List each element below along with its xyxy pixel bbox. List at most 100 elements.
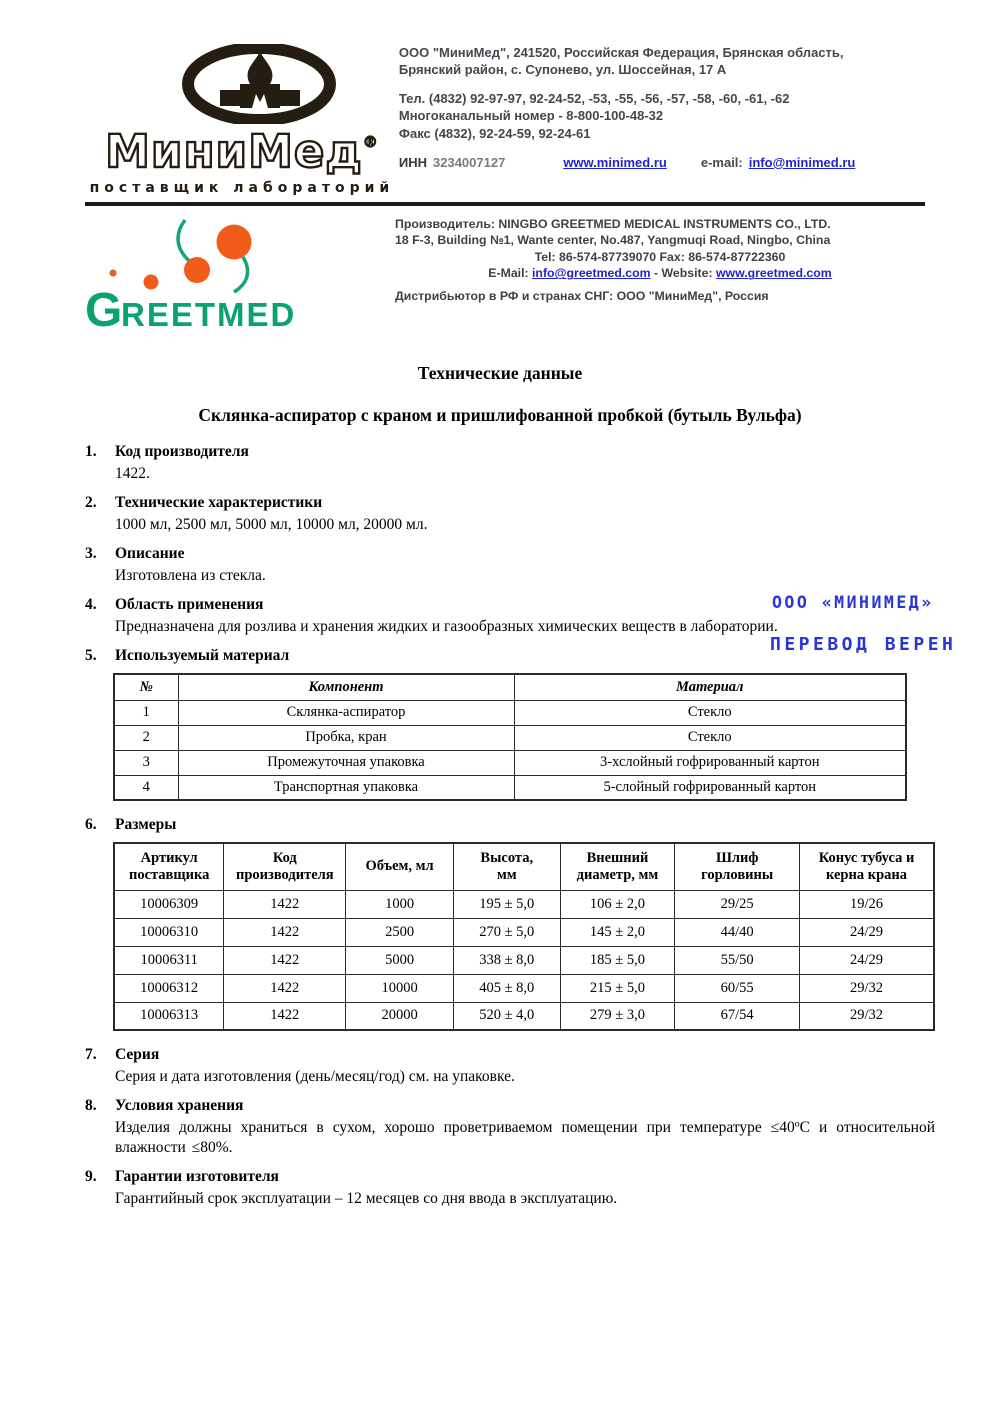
table-cell: 60/55 (674, 973, 801, 1003)
dimensions-table: Артикул поставщика Код производителя Объ… (113, 842, 935, 1031)
table-cell: 1422 (223, 973, 347, 1003)
table-cell: 24/29 (799, 945, 935, 975)
table-cell: 29/32 (799, 973, 935, 1003)
minimed-website-link[interactable]: www.minimed.ru (563, 154, 667, 170)
table-cell: 270 ± 5,0 (452, 917, 561, 947)
section-number: 4. (85, 596, 97, 613)
section-heading: Условия хранения (115, 1097, 244, 1114)
section-body: Предназначена для розлива и хранения жид… (115, 618, 778, 635)
table-cell: 1 (113, 699, 179, 726)
section-number: 3. (85, 545, 97, 562)
section-body: Серия и дата изготовления (день/месяц/го… (115, 1068, 515, 1085)
table-cell: 405 ± 8,0 (452, 973, 561, 1003)
table-cell: 10006310 (113, 917, 225, 947)
producer-phones: Tel: 86-574-87739070 Fax: 86-574-8772236… (534, 249, 786, 264)
table-row: 2 Пробка, кран Стекло (113, 724, 907, 751)
table-cell: 5-слойный гофрированный картон (513, 774, 907, 801)
table-cell: 3-хслойный гофрированный картон (513, 749, 907, 776)
section-heading: Используемый материал (115, 647, 290, 664)
greetmed-logo: G REETMED (85, 212, 375, 337)
table-row: 10006310 1422 2500 270 ± 5,0 145 ± 2,0 44/40 2… (113, 917, 935, 947)
greetmed-website-link[interactable]: www.greetmed.com (715, 266, 832, 281)
table-cell: 44/40 (674, 917, 801, 947)
table-row: 10006311 1422 5000 338 ± 8,0 185 ± 5,0 55/50 2… (113, 945, 935, 975)
table-cell: 10006309 (113, 889, 225, 919)
section-heading: Размеры (115, 816, 177, 833)
minimed-candle-icon (120, 42, 399, 129)
table-row: 10006309 1422 1000 195 ± 5,0 106 ± 2,0 29/25 1… (113, 889, 935, 919)
column-header: Артикул поставщика (113, 842, 225, 891)
table-cell: 4 (113, 774, 179, 801)
section-heading: Область применения (115, 596, 264, 613)
table-cell: Промежуточная упаковка (177, 749, 515, 776)
column-header: Высота, мм (452, 842, 561, 891)
section-dimensions: 6. Размеры Артикул поставщика Код произво… (85, 815, 935, 1031)
minimed-tagline: поставщик лабораторий (89, 180, 395, 196)
contact-fax: Факс (4832), 92-24-59, 92-24-61 (398, 125, 591, 141)
contact-phone1: Тел. (4832) 92-97-97, 92-24-52, -53, -55… (398, 91, 790, 107)
section-number: 2. (85, 494, 97, 511)
table-cell: 1422 (223, 917, 347, 947)
svg-text:G: G (85, 284, 123, 332)
table-cell: Стекло (513, 724, 907, 751)
column-header: Материал (513, 673, 907, 701)
table-cell: 3 (113, 749, 179, 776)
contact-address-line2: Брянский район, с. Супонево, ул. Шоссейн… (398, 62, 727, 78)
materials-table: № Компонент Материал 1 Склянка-аспиратор С… (113, 673, 907, 801)
table-cell: Пробка, кран (177, 724, 515, 751)
column-header: Шлиф горловины (674, 842, 801, 891)
section-body: 1422. (115, 465, 150, 482)
stamp-translation-valid: ПЕРЕВОД ВЕРЕН (770, 634, 957, 655)
inn-label: ИНН (398, 154, 427, 170)
column-header: Конус тубуса и керна крана (799, 842, 935, 891)
page-title: Технические данные (417, 363, 583, 383)
table-cell: 195 ± 5,0 (452, 889, 561, 919)
minimed-email-link[interactable]: info@minimed.ru (748, 154, 856, 170)
greetmed-email-link[interactable]: info@greetmed.com (532, 266, 651, 281)
inn-value: 3234007127 (433, 154, 506, 170)
table-cell: 29/32 (799, 1001, 935, 1031)
table-row: 10006312 1422 10000 405 ± 8,0 215 ± 5,0 60/55… (113, 973, 935, 1003)
table-cell: 2 (113, 724, 179, 751)
table-row: 4 Транспортная упаковка 5-слойный гофриров… (113, 774, 907, 801)
section-number: 8. (85, 1097, 97, 1114)
table-cell: 2500 (345, 917, 454, 947)
table-cell: 10006311 (113, 945, 225, 975)
table-cell: 19/26 (799, 889, 935, 919)
section-heading: Код производителя (115, 443, 249, 460)
table-cell: 10006313 (113, 1001, 225, 1031)
table-cell: 338 ± 8,0 (452, 945, 561, 975)
registered-mark: ® (362, 133, 379, 151)
table-cell: 20000 (345, 1001, 454, 1031)
producer-header: G REETMED Производитель: NINGBO GREETMED… (85, 212, 925, 337)
section-number: 1. (85, 443, 97, 460)
table-row: 3 Промежуточная упаковка 3-хслойный гофрир… (113, 749, 907, 776)
section-body: 1000 мл, 2500 мл, 5000 мл, 10000 мл, 200… (115, 516, 428, 533)
section-number: 5. (85, 647, 97, 664)
table-row: 10006313 1422 20000 520 ± 4,0 279 ± 3,0 67/54… (113, 1001, 935, 1031)
table-cell: 67/54 (674, 1001, 801, 1031)
table-cell: Стекло (513, 699, 907, 726)
section-number: 9. (85, 1168, 97, 1185)
producer-email-label: E-Mail: (488, 266, 529, 281)
section-specs: 2. Технические характеристики 1000 мл, 25… (85, 493, 935, 535)
table-cell: 145 ± 2,0 (559, 917, 676, 947)
table-cell: 10006312 (113, 973, 225, 1003)
section-body: Гарантийный срок эксплуатации – 12 месяц… (115, 1190, 618, 1207)
section-manufacturer-code: 1. Код производителя 1422. (85, 442, 935, 484)
contact-address-line1: ООО "МиниМед", 241520, Российская Федера… (398, 45, 844, 60)
column-header: Компонент (177, 673, 515, 701)
table-cell: 1422 (223, 889, 347, 919)
producer-block: Производитель: NINGBO GREETMED MEDICAL I… (395, 212, 925, 337)
svg-text:REETMED: REETMED (121, 296, 296, 332)
contact-block: ООО "МиниМед", 241520, Российская Федера… (399, 44, 925, 196)
minimed-wordmark: МиниМед® (104, 125, 379, 178)
header: МиниМед® поставщик лабораторий ООО "Мини… (85, 42, 925, 196)
product-subtitle: Склянка-аспиратор с краном и пришлифован… (198, 405, 802, 425)
table-cell: 279 ± 3,0 (559, 1001, 676, 1031)
table-cell: 24/29 (799, 917, 935, 947)
distributor-line: Дистрибьютор в РФ и странах СНГ: ООО "Ми… (395, 288, 769, 303)
table-cell: 520 ± 4,0 (452, 1001, 561, 1031)
section-heading: Описание (115, 545, 185, 562)
